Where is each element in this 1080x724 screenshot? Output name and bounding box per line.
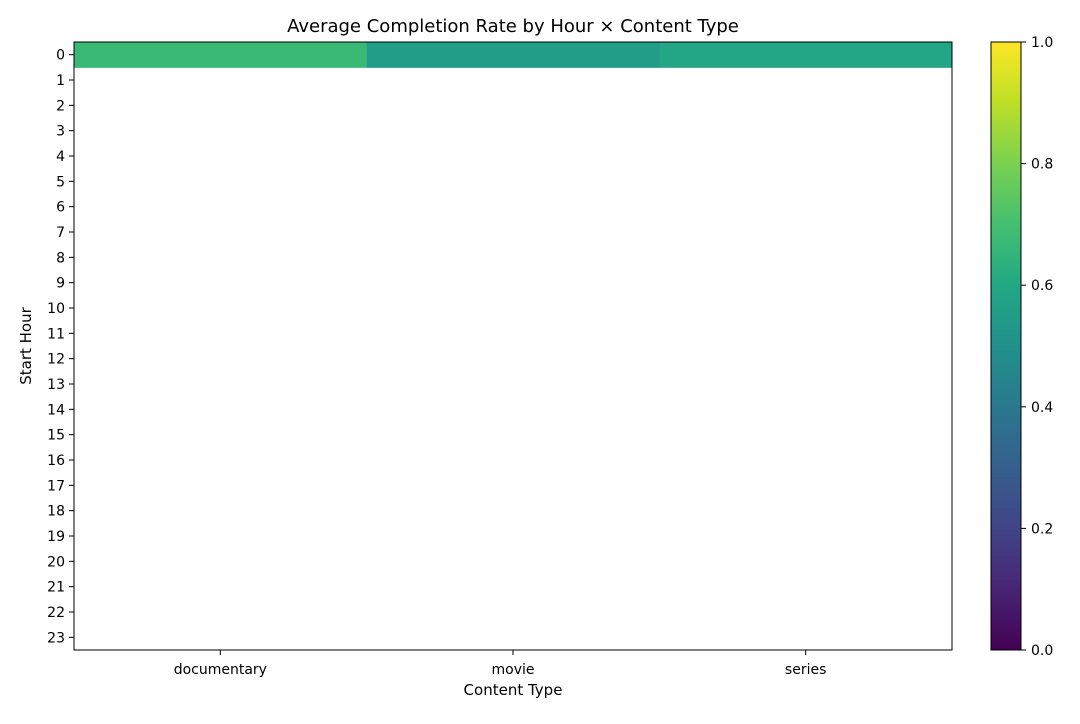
y-tick-label: 18 (47, 504, 65, 520)
y-tick-label: 14 (47, 402, 65, 418)
colorbar-tick-label: 0.6 (1031, 278, 1053, 294)
y-tick-label: 12 (47, 352, 65, 368)
y-tick-label: 20 (47, 554, 65, 570)
y-tick-label: 22 (47, 605, 65, 621)
y-tick-label: 8 (56, 250, 65, 266)
colorbar-tick-label: 1.0 (1031, 35, 1053, 51)
y-axis-label: Start Hour (17, 306, 35, 384)
heatmap-cell (74, 42, 368, 68)
y-tick-label: 7 (56, 225, 65, 241)
y-tick-label: 6 (56, 200, 65, 216)
y-tick-label: 15 (47, 428, 65, 444)
colorbar-tick-label: 0.8 (1031, 157, 1053, 173)
y-tick-label: 2 (56, 98, 65, 114)
x-tick-label: series (785, 662, 826, 678)
colorbar-gradient (990, 41, 1022, 651)
colorbar-tick-label: 0.0 (1031, 643, 1053, 659)
chart-title: Average Completion Rate by Hour × Conten… (287, 16, 739, 37)
y-tick-label: 4 (56, 149, 65, 165)
y-tick-label: 11 (47, 326, 65, 342)
y-tick-label: 0 (56, 48, 65, 64)
y-tick-label: 9 (56, 276, 65, 292)
y-tick-label: 3 (56, 124, 65, 140)
x-axis: documentary movie series (174, 650, 826, 678)
y-tick-label: 17 (47, 478, 65, 494)
x-tick-label: documentary (174, 662, 267, 678)
x-axis-label: Content Type (464, 681, 563, 699)
y-tick-label: 19 (47, 529, 65, 545)
y-tick-label: 16 (47, 453, 65, 469)
y-tick-label: 13 (47, 377, 65, 393)
colorbar: 0.0 0.2 0.4 0.6 0.8 1.0 (990, 35, 1053, 659)
y-tick-label: 10 (47, 301, 65, 317)
colorbar-ticks: 0.0 0.2 0.4 0.6 0.8 1.0 (1021, 35, 1053, 659)
heatmap-cell (366, 42, 660, 68)
y-tick-label: 5 (56, 174, 65, 190)
y-tick-label: 23 (47, 630, 65, 646)
plot-frame (73, 41, 953, 651)
heatmap-cell (659, 42, 953, 68)
colorbar-tick-label: 0.4 (1031, 400, 1053, 416)
colorbar-tick-label: 0.2 (1031, 521, 1053, 537)
heatmap-cells (74, 42, 953, 68)
y-tick-label: 21 (47, 580, 65, 596)
y-tick-label: 1 (56, 73, 65, 89)
x-tick-label: movie (492, 662, 535, 678)
